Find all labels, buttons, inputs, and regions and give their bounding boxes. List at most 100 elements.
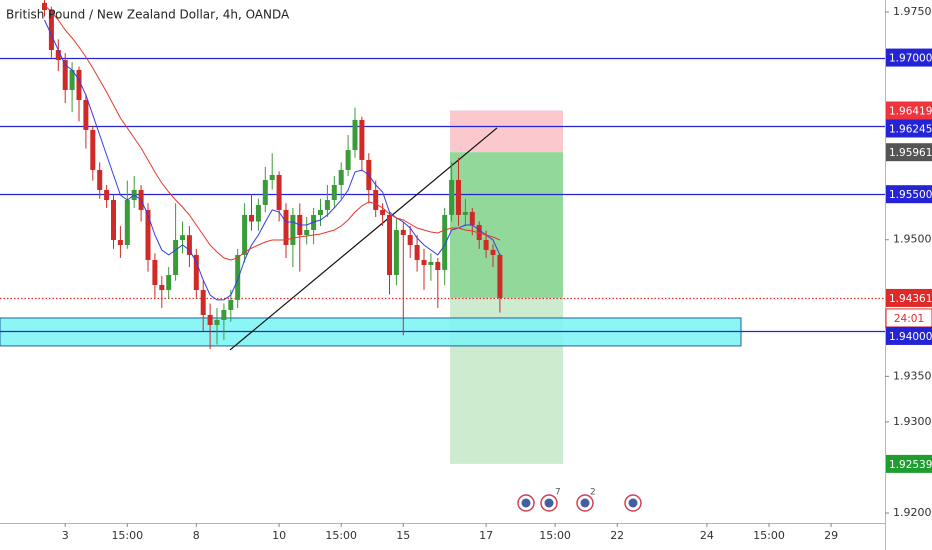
y-tick-label: 1.97500 [893,5,932,18]
x-tick-label: 15:00 [111,529,143,542]
price-label: 1.96419 [889,105,932,117]
price-label-box [886,119,932,138]
candle-body [380,209,386,215]
candle-body [283,209,289,246]
x-tick-label: 15:00 [325,529,357,542]
candle-body [186,235,192,255]
candle-body [345,150,351,170]
price-label-box [886,185,932,204]
x-tick-label: 15 [396,529,410,542]
stop-area [450,110,563,153]
event-icon-inner [580,498,590,508]
candle-body [55,50,61,61]
price-label: 1.96245 [889,123,932,135]
candle-body [497,254,503,298]
candle-body [235,254,241,300]
candle-body [456,179,461,215]
candle-body [304,229,310,235]
candle-body [193,254,199,291]
price-label: 1.95961 [889,147,932,159]
candle-body [407,234,413,246]
y-tick-label: 1.93500 [893,369,932,382]
candle-body [428,261,434,265]
candle-body [442,214,448,270]
y-tick-label: 1.93000 [893,415,932,428]
candle-body [111,200,116,241]
candle-body [159,284,165,291]
candle-body [145,209,151,260]
candle-body [207,314,213,325]
candle-body [228,299,234,310]
candle-body [490,249,496,255]
candle-body [262,179,268,205]
candle-body [469,211,475,225]
x-tick-label: 10 [272,529,286,542]
candle-body [324,200,330,210]
candle-body [359,119,365,160]
candle-body [400,229,406,235]
price-label-box [886,326,932,345]
event-count: 2 [590,488,596,498]
candle-body [214,319,220,325]
candle-body [331,184,337,201]
x-tick-label: 29 [824,529,838,542]
candle-body [373,189,379,210]
x-tick-label: 3 [62,529,69,542]
candle-body [290,214,296,246]
candle-body [117,240,123,246]
chart-title: British Pound / New Zealand Dollar, 4h, … [6,8,290,22]
candle-body [414,245,420,260]
candle-body [48,10,54,51]
x-tick-label: 15:00 [539,529,571,542]
moving-average [44,19,501,301]
candle-body [338,169,344,185]
candle-body [276,174,282,210]
candle-body [483,240,489,250]
candle-body [76,69,82,101]
candle-body [242,214,248,255]
candle-body [421,259,427,265]
candle-body [393,229,399,275]
candle-body [462,211,468,215]
candle-body [200,290,206,315]
candle-body [62,60,68,90]
price-label: 1.95500 [889,189,932,201]
candle-body [152,259,158,285]
candle-body [352,119,358,151]
plot-area [0,0,885,351]
price-label: 1.94000 [889,331,932,343]
price-label-box [886,288,932,307]
price-label-box [886,101,932,120]
x-tick-label: 17 [479,529,493,542]
candle-body [124,200,130,246]
candle-body [97,169,103,190]
candle-body [249,214,254,222]
y-tick-label: 1.92000 [893,506,932,519]
event-icon-inner [628,498,638,508]
x-tick-label: 24 [700,529,714,542]
candle-body [42,2,47,11]
moving-average [44,4,501,261]
x-tick-label: 8 [193,529,200,542]
price-label: 1.92539 [889,459,932,471]
price-label: 1.97000 [889,53,932,65]
y-tick-label: 1.95000 [893,233,932,246]
x-tick-label: 15:00 [753,529,785,542]
candle-body [221,309,227,320]
x-tick-label: 22 [610,529,624,542]
price-label-box [886,143,932,162]
candle-body [104,189,110,201]
candle-body [387,214,392,275]
event-count: 7 [555,488,561,498]
candle-body [435,261,441,270]
candle-body [449,179,455,215]
event-icon-inner [544,498,554,508]
candle-body [269,174,275,180]
candle-body [90,129,96,170]
event-icon-inner [521,498,531,508]
candle-body [69,69,75,90]
candle-body [166,274,172,291]
price-axis: 1.92000 1.93000 1.93500 1.95000 1.97500 1.970… [885,5,932,519]
price-label-box [886,454,932,473]
